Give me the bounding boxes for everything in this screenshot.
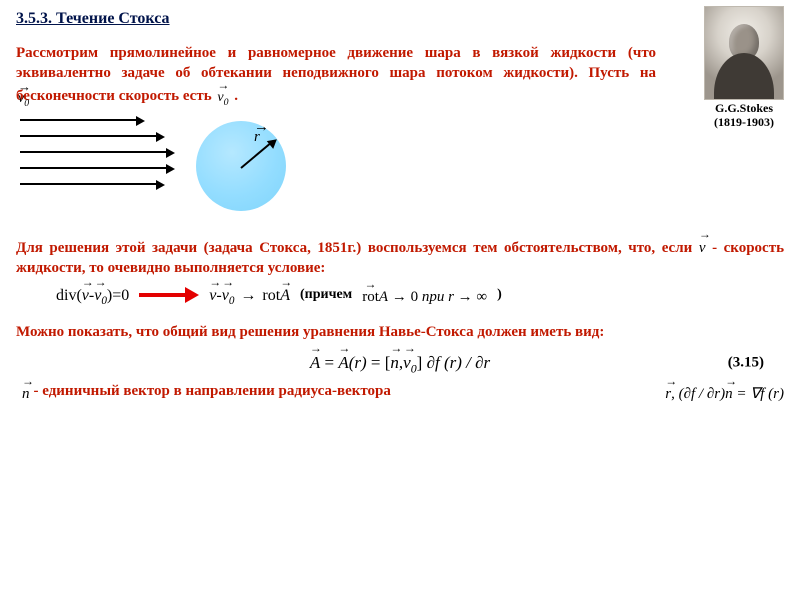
vec-n: n [22, 381, 30, 403]
eq-div: div(v-v0)=0 [56, 282, 129, 307]
equation-row-1: div(v-v0)=0 v-v0 → rotA (причем rotA → 0… [56, 282, 784, 307]
flow-arrow-2 [20, 135, 160, 137]
paren-mid: rotA → 0 при r → ∞ [362, 284, 487, 306]
person-name: G.G.Stokes [702, 102, 786, 116]
flow-arrow-3 [20, 151, 170, 153]
vec-v-inline: v [699, 240, 712, 256]
last-line: n - единичный вектор в направлении радиу… [16, 381, 784, 403]
intro-vec-v0: v0 [217, 84, 228, 109]
flow-arrow-4 [20, 167, 170, 169]
v0-label: v0 [18, 85, 29, 109]
last-rhs: r, (∂f / ∂r)n = ∇f (r) [665, 381, 784, 403]
stokes-portrait [704, 6, 784, 100]
paragraph-2: Для решения этой задачи (задача Стокса, … [16, 233, 784, 279]
person-years: (1819-1903) [702, 116, 786, 130]
red-arrow [139, 286, 199, 304]
intro-paragraph: Рассмотрим прямолинейное и равномерное д… [16, 43, 656, 109]
paren-close: ) [497, 287, 502, 303]
stokes-flow-diagram: v0 → r [16, 113, 346, 218]
radius-vector-label: → r [254, 125, 269, 146]
equation-number: (3.15) [728, 354, 764, 371]
paren-open: (причем [300, 287, 352, 303]
paragraph-3: Можно показать, что общий вид решения ур… [16, 322, 784, 342]
equation-3-15: A = A(r) = [n,v0] ∂f (r) / ∂r (3.15) [16, 348, 784, 376]
portrait-caption: G.G.Stokes (1819-1903) [702, 6, 786, 130]
flow-arrow-1 [20, 119, 140, 121]
last-text: - единичный вектор в направлении радиуса… [34, 383, 391, 400]
eq-rot: v-v0 → rotA [209, 282, 290, 307]
flow-arrow-5 [20, 183, 160, 185]
para2-part-a: Для решения этой задачи (задача Стокса, … [16, 240, 699, 256]
section-heading: 3.5.3. Течение Стокса [16, 10, 784, 28]
flow-arrows [20, 119, 170, 199]
intro-text: Рассмотрим прямолинейное и равномерное д… [16, 45, 656, 103]
intro-tail: . [234, 87, 238, 103]
